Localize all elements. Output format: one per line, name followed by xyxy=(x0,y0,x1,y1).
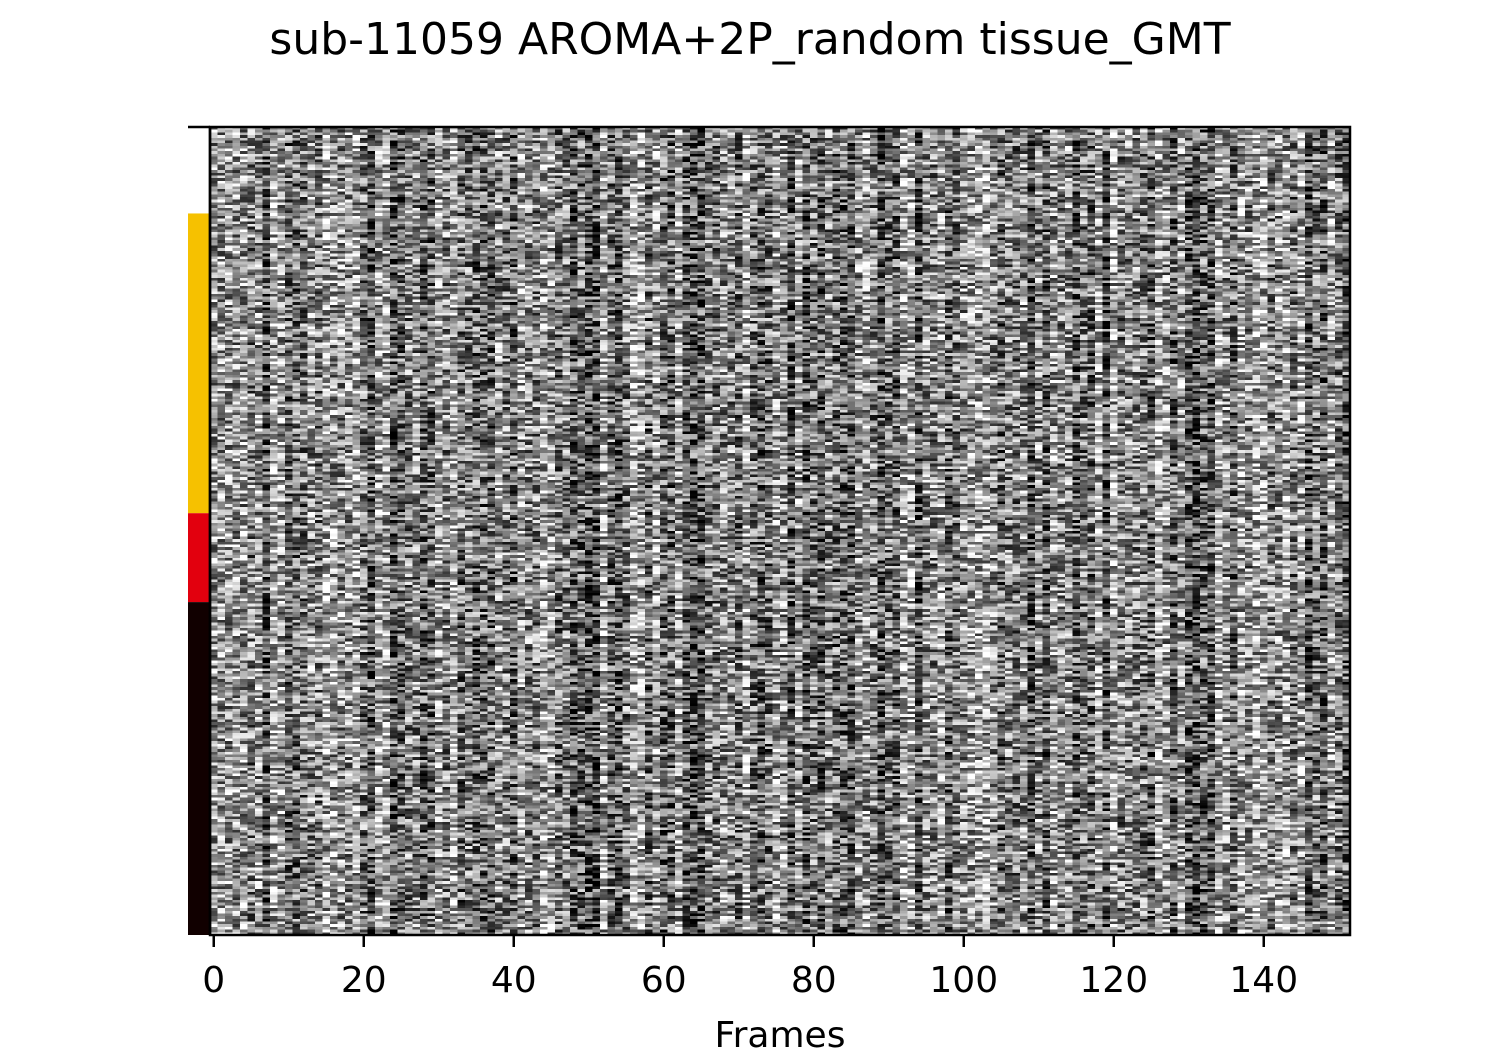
tissue-segment-3 xyxy=(188,602,210,935)
chart-title: sub-11059 AROMA+2P_random tissue_GMT xyxy=(269,14,1231,65)
tissue-segment-2 xyxy=(188,513,210,603)
x-tick-label: 140 xyxy=(1229,960,1298,1001)
x-tick-label: 0 xyxy=(202,960,225,1001)
tissue-colorbar xyxy=(188,127,210,935)
heatmap-image xyxy=(210,127,1350,935)
x-tick-label: 40 xyxy=(491,960,537,1001)
x-axis-label: Frames xyxy=(715,1015,846,1050)
carpet-plot xyxy=(210,127,1350,935)
x-tick-label: 100 xyxy=(929,960,998,1001)
x-axis: 0 20 40 60 80 100 120 140 xyxy=(202,935,1298,1001)
x-tick-label: 60 xyxy=(641,960,687,1001)
x-tick-label: 20 xyxy=(341,960,387,1001)
tissue-segment-1 xyxy=(188,213,210,514)
tissue-segment-0 xyxy=(188,127,210,214)
x-tick-label: 120 xyxy=(1079,960,1148,1001)
x-tick-label: 80 xyxy=(791,960,837,1001)
